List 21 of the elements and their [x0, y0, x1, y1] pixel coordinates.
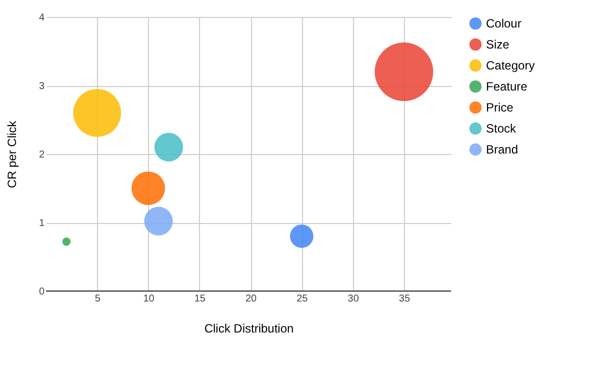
y-tick-label: 1 — [38, 218, 45, 229]
y-tick-label: 0 — [38, 286, 45, 298]
x-tick-label: 20 — [245, 294, 258, 304]
x-tick-label: 25 — [296, 294, 308, 304]
legend-label: Size — [486, 38, 510, 52]
legend-label: Brand — [486, 142, 518, 156]
legend-label: Stock — [486, 122, 518, 136]
y-tick-label: 3 — [38, 81, 45, 92]
x-tick-label: 30 — [348, 294, 360, 304]
legend-label: Category — [486, 58, 535, 72]
x-tick-label: 5 — [94, 294, 101, 304]
x-tick-label: 15 — [194, 294, 206, 304]
x-axis-title: Click Distribution — [204, 322, 294, 336]
y-axis-title: CR per Click — [4, 120, 19, 188]
legend-label: Price — [486, 100, 514, 114]
x-tick-label: 35 — [398, 294, 410, 304]
legend-label: Colour — [486, 16, 522, 30]
y-tick-label: 2 — [38, 150, 45, 160]
y-tick-label: 4 — [38, 12, 45, 24]
x-tick-label: 10 — [143, 294, 155, 304]
legend-label: Feature — [486, 80, 528, 94]
